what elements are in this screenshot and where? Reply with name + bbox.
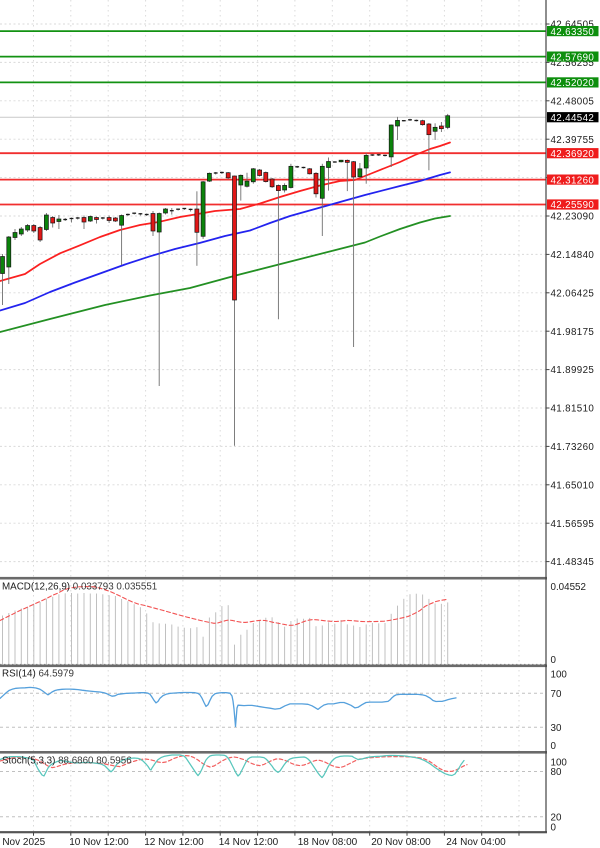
- svg-text:0: 0: [551, 655, 557, 666]
- svg-text:80: 80: [551, 767, 562, 778]
- svg-text:41.81510: 41.81510: [551, 404, 595, 415]
- svg-text:42.56255: 42.56255: [551, 58, 595, 69]
- svg-text:20 Nov 08:00: 20 Nov 08:00: [371, 837, 431, 848]
- svg-text:100: 100: [551, 670, 568, 681]
- svg-text:42.44542: 42.44542: [551, 113, 595, 124]
- svg-text:10 Nov 12:00: 10 Nov 12:00: [69, 837, 129, 848]
- svg-text:0.04552: 0.04552: [551, 582, 586, 593]
- svg-text:42.57690: 42.57690: [551, 52, 595, 63]
- svg-text:0: 0: [551, 741, 557, 752]
- svg-text:30: 30: [551, 723, 562, 734]
- svg-text:41.98175: 41.98175: [551, 327, 595, 338]
- svg-text:42.06425: 42.06425: [551, 288, 595, 299]
- svg-text:6 Nov 2025: 6 Nov 2025: [0, 837, 46, 848]
- svg-text:42.39755: 42.39755: [551, 135, 595, 146]
- svg-text:100: 100: [551, 758, 568, 769]
- svg-text:41.89925: 41.89925: [551, 365, 595, 376]
- svg-text:42.31260: 42.31260: [551, 175, 595, 186]
- svg-text:42.25590: 42.25590: [551, 200, 595, 211]
- svg-text:0: 0: [551, 823, 557, 834]
- svg-text:Stoch(5,3,3) 88.6860 80.5956: Stoch(5,3,3) 88.6860 80.5956: [2, 755, 132, 766]
- svg-text:41.48345: 41.48345: [551, 557, 595, 568]
- svg-text:12 Nov 12:00: 12 Nov 12:00: [144, 837, 204, 848]
- svg-text:42.14840: 42.14840: [551, 250, 595, 261]
- svg-text:14 Nov 12:00: 14 Nov 12:00: [219, 837, 279, 848]
- svg-text:41.65010: 41.65010: [551, 480, 595, 491]
- svg-text:41.73260: 41.73260: [551, 442, 595, 453]
- svg-text:24 Nov 04:00: 24 Nov 04:00: [446, 837, 506, 848]
- svg-text:42.36920: 42.36920: [551, 149, 595, 160]
- svg-text:42.64505: 42.64505: [551, 20, 595, 31]
- svg-text:20: 20: [551, 813, 562, 824]
- svg-text:18 Nov 08:00: 18 Nov 08:00: [298, 837, 358, 848]
- svg-text:MACD(12,26,9) 0.033793 0.03555: MACD(12,26,9) 0.033793 0.035551: [2, 581, 157, 592]
- svg-text:42.52020: 42.52020: [551, 78, 595, 89]
- svg-text:41.56595: 41.56595: [551, 519, 595, 530]
- svg-text:70: 70: [551, 689, 562, 700]
- svg-text:42.63350: 42.63350: [551, 27, 595, 38]
- svg-text:42.23090: 42.23090: [551, 212, 595, 223]
- svg-text:42.48005: 42.48005: [551, 96, 595, 107]
- svg-text:RSI(14) 64.5979: RSI(14) 64.5979: [2, 668, 74, 679]
